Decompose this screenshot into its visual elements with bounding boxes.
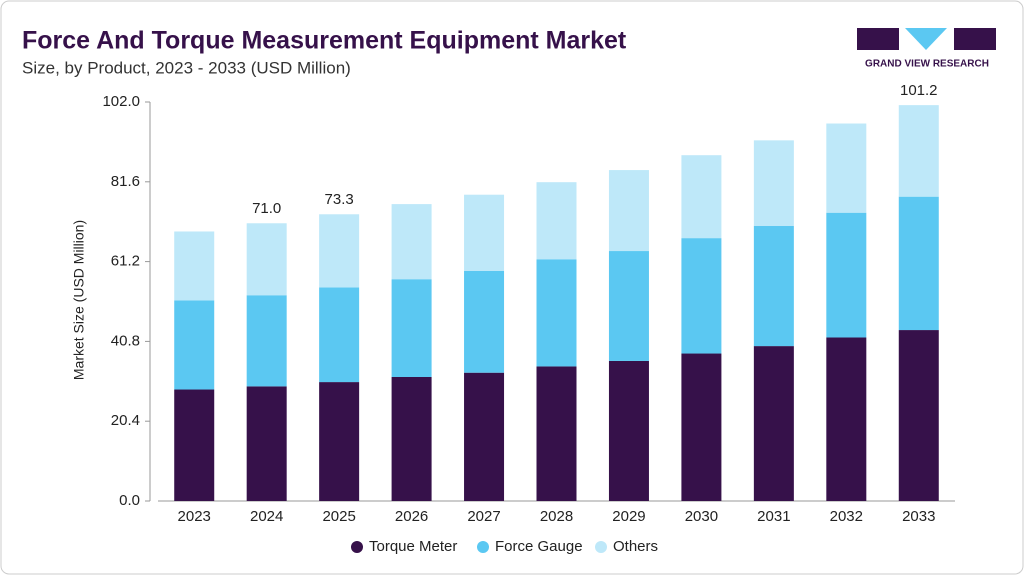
- bar-segment: [246, 386, 287, 501]
- bar-segment: [681, 353, 722, 501]
- bar-segment: [898, 196, 939, 331]
- x-tick-label: 2031: [757, 508, 790, 525]
- y-tick-label: 20.4: [111, 412, 140, 429]
- bar-segment: [464, 270, 505, 373]
- y-tick-label: 102.0: [102, 93, 140, 110]
- bar-segment: [536, 366, 577, 501]
- bar-segment: [898, 105, 939, 197]
- y-tick-label: 40.8: [111, 332, 140, 349]
- bar-segment: [391, 204, 432, 280]
- total-label: 71.0: [252, 200, 281, 217]
- bar-segment: [753, 346, 794, 501]
- bar-segment: [681, 155, 722, 239]
- bar-segment: [464, 372, 505, 501]
- total-label: 101.2: [900, 82, 938, 99]
- bar-segment: [898, 330, 939, 501]
- bar-segment: [246, 295, 287, 387]
- x-tick-label: 2032: [830, 508, 863, 525]
- chart-subtitle: Size, by Product, 2023 - 2033 (USD Milli…: [22, 58, 351, 77]
- bar-segment: [536, 259, 577, 367]
- bar-segment: [753, 226, 794, 347]
- bar-segment: [319, 214, 360, 288]
- logo-text: GRAND VIEW RESEARCH: [865, 59, 989, 70]
- legend-swatch: [595, 541, 607, 553]
- bar-segment: [608, 251, 649, 361]
- x-tick-label: 2027: [467, 508, 500, 525]
- bar-segment: [391, 376, 432, 501]
- x-tick-label: 2028: [540, 508, 573, 525]
- bar-segment: [174, 231, 215, 301]
- bar-segment: [174, 300, 215, 390]
- x-tick-label: 2029: [612, 508, 645, 525]
- chart-title: Force And Torque Measurement Equipment M…: [22, 27, 627, 55]
- y-tick-label: 61.2: [111, 253, 140, 270]
- bar-segment: [826, 123, 867, 213]
- bar-segment: [319, 382, 360, 501]
- bar-segment: [608, 360, 649, 501]
- bar-segment: [391, 279, 432, 377]
- x-tick-label: 2030: [685, 508, 718, 525]
- legend-label: Torque Meter: [369, 538, 457, 555]
- legend-label: Others: [613, 538, 658, 555]
- bar-segment: [681, 238, 722, 354]
- logo-block: [905, 28, 947, 50]
- bar-segment: [319, 287, 360, 383]
- y-tick-label: 0.0: [119, 492, 140, 509]
- x-tick-label: 2025: [322, 508, 355, 525]
- bar-segment: [536, 182, 577, 260]
- bar-segment: [174, 389, 215, 501]
- bar-segment: [608, 170, 649, 252]
- bar-segment: [246, 223, 287, 296]
- y-axis-label: Market Size (USD Million): [71, 220, 87, 380]
- x-tick-label: 2033: [902, 508, 935, 525]
- x-tick-label: 2023: [178, 508, 211, 525]
- bar-segment: [753, 140, 794, 227]
- bar-segment: [826, 337, 867, 501]
- x-tick-label: 2024: [250, 508, 283, 525]
- x-tick-label: 2026: [395, 508, 428, 525]
- legend: Torque Meter Force Gauge Others: [351, 538, 658, 555]
- bar-segment: [826, 212, 867, 338]
- bar-segment: [464, 194, 505, 271]
- logo-block: [857, 28, 899, 50]
- legend-swatch: [351, 541, 363, 553]
- logo: GRAND VIEW RESEARCH: [857, 28, 996, 70]
- total-label: 73.3: [325, 191, 354, 208]
- legend-label: Force Gauge: [495, 538, 583, 555]
- logo-block: [954, 28, 996, 50]
- legend-swatch: [477, 541, 489, 553]
- y-tick-label: 81.6: [111, 173, 140, 190]
